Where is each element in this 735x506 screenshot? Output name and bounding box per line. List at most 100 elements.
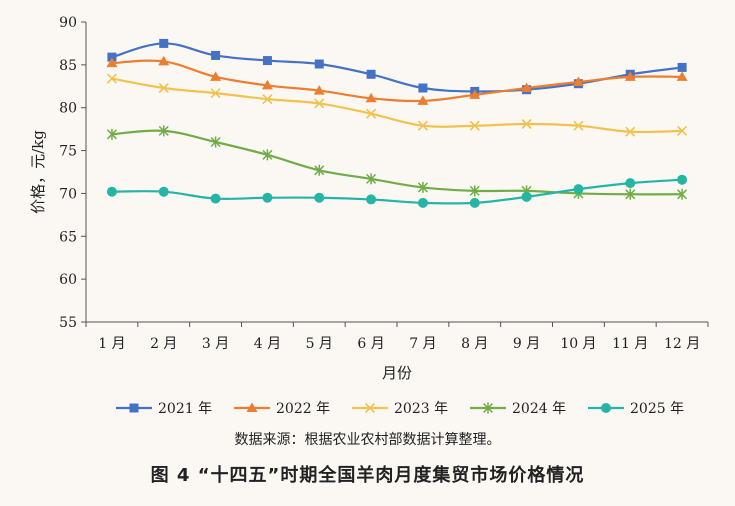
legend-item: 2021 年	[116, 401, 212, 417]
data-point	[624, 71, 636, 81]
data-point	[572, 76, 584, 86]
series-2022	[106, 55, 688, 105]
data-point	[314, 192, 325, 203]
x-tick-label: 5 月	[306, 336, 333, 352]
legend-label: 2025 年	[630, 401, 684, 417]
legend-item: 2024 年	[470, 401, 566, 417]
legend-marker	[129, 403, 139, 413]
data-point	[158, 125, 169, 137]
y-tick-label: 90	[59, 15, 77, 31]
data-point	[211, 50, 221, 60]
x-tick-label: 2 月	[150, 336, 177, 352]
x-tick-label: 7 月	[409, 336, 436, 352]
data-point	[314, 59, 324, 69]
x-tick-label: 8 月	[461, 336, 488, 352]
data-point	[210, 136, 221, 148]
data-point	[106, 186, 117, 197]
data-point	[158, 55, 170, 66]
legend-label: 2024 年	[512, 401, 566, 417]
data-point	[677, 174, 688, 185]
data-point	[314, 164, 325, 176]
y-tick-label: 85	[59, 58, 77, 74]
data-point	[314, 98, 325, 109]
legend-marker	[246, 402, 258, 412]
data-point	[677, 62, 687, 72]
data-point	[313, 85, 325, 95]
data-point	[573, 120, 584, 131]
series-line	[111, 77, 683, 134]
x-tick-label: 4 月	[254, 336, 281, 352]
series-line	[111, 59, 683, 103]
x-tick-label: 11 月	[612, 336, 648, 352]
data-point	[262, 149, 273, 161]
legend: 2021 年 2022 年 2023 年 2024 年 2025 年	[116, 401, 684, 417]
legend-label: 2022 年	[276, 401, 330, 417]
y-tick-label: 65	[59, 229, 77, 245]
source-note: 数据来源：根据农业农村部数据计算整理。	[234, 432, 501, 448]
y-tick-label: 70	[59, 186, 77, 202]
legend-marker	[364, 402, 376, 414]
data-point	[417, 197, 428, 208]
data-point	[106, 128, 117, 140]
data-point	[365, 92, 377, 103]
data-point	[261, 79, 273, 90]
series-2023	[106, 73, 688, 137]
data-point	[106, 57, 118, 68]
data-point	[521, 118, 532, 130]
data-point	[366, 173, 377, 185]
x-axis-label: 月份	[382, 364, 412, 382]
series-2025	[106, 174, 688, 208]
data-point	[677, 188, 688, 200]
y-tick-label: 80	[59, 101, 77, 117]
data-point	[366, 69, 376, 79]
data-point	[262, 192, 273, 203]
data-point	[469, 120, 480, 131]
legend-item: 2022 年	[234, 401, 330, 417]
data-point	[158, 186, 169, 197]
y-tick-label: 60	[59, 272, 77, 288]
series-line	[111, 42, 683, 93]
y-axis-label: 价格，元/kg	[29, 130, 47, 214]
x-tick-label: 10 月	[560, 336, 596, 352]
data-point	[158, 82, 169, 94]
data-point	[159, 38, 169, 48]
series-line	[111, 129, 683, 196]
legend-label: 2023 年	[394, 401, 448, 417]
line-chart: 55 60 65 70 75 80 85 90 1 月 2 月 3 月 4 月 5 月 6 月 7 月 8 月…	[29, 15, 709, 417]
data-point	[625, 178, 636, 189]
legend-item: 2025 年	[588, 401, 684, 417]
x-tick-label: 9 月	[513, 336, 540, 352]
data-point	[677, 125, 688, 136]
axes	[81, 21, 709, 327]
data-point	[107, 52, 117, 62]
x-tick-label: 1 月	[98, 336, 125, 352]
data-point	[625, 126, 636, 137]
data-point	[676, 71, 688, 81]
data-point	[106, 73, 117, 84]
series-2021	[107, 38, 687, 96]
data-point	[625, 188, 636, 200]
data-point	[418, 83, 428, 93]
tick-labels: 55 60 65 70 75 80 85 90 1 月 2 月 3 月 4 月 5 月 6 月 7 月 8 月…	[59, 15, 700, 352]
data-point	[210, 193, 221, 204]
data-point	[262, 56, 272, 66]
series-layer	[106, 38, 688, 208]
data-point	[417, 95, 429, 105]
data-point	[469, 185, 480, 197]
y-tick-label: 55	[59, 315, 77, 331]
data-point	[469, 89, 481, 99]
data-point	[210, 71, 222, 81]
y-tick-label: 75	[59, 144, 77, 160]
legend-label: 2021 年	[158, 401, 212, 417]
x-tick-label: 12 月	[664, 336, 700, 352]
figure-caption: 图 4 “十四五”时期全国羊肉月度集贸市场价格情况	[150, 465, 585, 486]
data-point	[469, 197, 480, 208]
data-point	[521, 191, 532, 202]
data-point	[366, 194, 377, 205]
x-tick-label: 3 月	[202, 336, 229, 352]
data-point	[262, 94, 273, 105]
data-point	[573, 184, 584, 195]
legend-marker	[601, 403, 611, 413]
legend-marker	[482, 402, 494, 414]
x-tick-label: 6 月	[357, 336, 384, 352]
